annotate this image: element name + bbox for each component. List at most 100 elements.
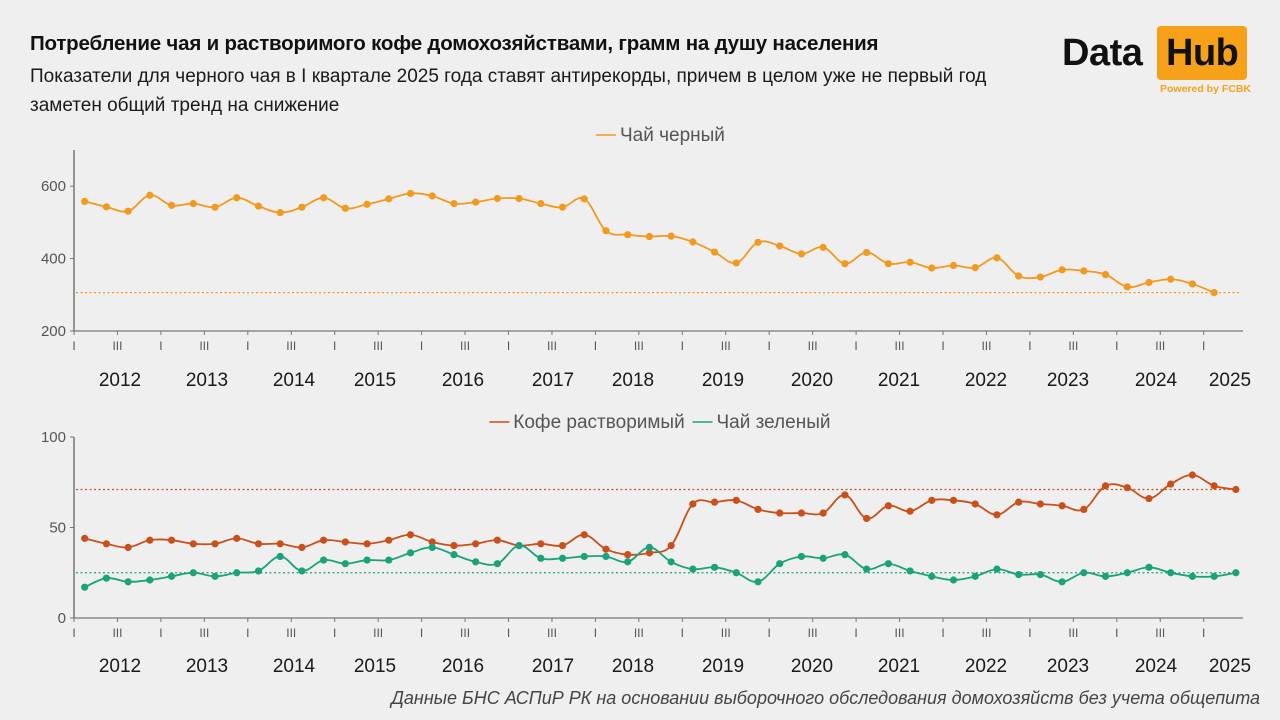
data-point [863,565,871,573]
year-label: 2025 [1209,656,1251,677]
legend: Кофе растворимый Чай зеленый [489,412,830,433]
data-point [928,572,936,580]
quarter-label: III [808,626,818,640]
data-point [1123,484,1131,492]
data-point [928,496,936,504]
year-label: 2014 [273,656,316,677]
data-point [450,199,458,208]
source-note: Данные БНС АСПиР РК на основании выбороч… [391,688,1260,708]
data-point [1232,569,1240,577]
data-point [254,540,263,548]
data-point [667,558,675,566]
year-label: 2015 [354,656,396,677]
data-point [102,540,111,548]
data-point [645,232,654,241]
year-label: 2025 [1209,370,1251,391]
data-point [732,496,740,504]
data-point [428,538,436,546]
data-point [819,554,827,562]
data-point [1015,498,1023,506]
data-point [993,254,1001,262]
data-point [754,505,762,513]
data-point [1101,572,1110,580]
data-point [580,531,588,539]
data-point [385,195,393,203]
quarter-label: III [286,626,296,640]
data-point [102,574,111,582]
data-point [146,576,154,584]
quarter-label: I [1028,339,1031,353]
data-point [1188,471,1197,479]
year-label: 2018 [612,370,654,391]
data-point [819,243,827,251]
y-tick-label: 50 [49,520,66,537]
data-point [863,248,871,257]
data-point [385,556,393,564]
data-point [363,540,371,548]
quarter-label: III [634,339,644,353]
logo-text-hub: Hub [1166,32,1239,74]
data-point [428,543,436,552]
legend-label: Кофе растворимый [513,412,684,433]
data-point [558,203,567,211]
data-point [949,576,958,584]
data-point [1145,563,1153,571]
quarter-label: III [1155,339,1165,353]
data-point [124,543,132,552]
quarter-label: I [420,339,423,353]
quarter-label: I [768,339,771,353]
quarter-label: III [460,626,470,640]
data-point [124,207,132,215]
data-point [254,202,263,210]
data-point [1080,569,1088,577]
data-point [1058,502,1066,510]
year-label: 2014 [273,370,316,391]
quarter-label: I [246,339,249,353]
quarter-label: III [112,339,122,353]
data-point [254,567,263,575]
data-point [710,563,719,571]
data-point [1036,570,1044,579]
data-point [537,540,545,548]
quarter-label: III [634,626,644,640]
data-point [233,569,241,577]
data-point [515,194,523,203]
data-point [602,545,610,553]
datahub-logo: Data Hub Powered by FCBK [1062,26,1252,98]
quarter-label: I [333,626,336,640]
quarter-label: I [941,339,944,353]
data-point [624,231,632,239]
data-point [167,536,176,544]
quarter-label: III [373,339,383,353]
quarter-label: I [1202,626,1205,640]
data-point [710,248,719,256]
data-point [710,498,719,506]
quarter-label: III [199,626,209,640]
data-point [971,500,979,508]
data-point [493,536,501,544]
data-point [993,565,1001,573]
logo-text-data: Data [1062,32,1143,74]
data-point [776,509,784,517]
data-point [689,238,697,246]
data-point [341,538,349,546]
data-point [1058,266,1066,274]
data-point [1188,280,1197,288]
data-point [645,549,654,557]
quarter-label: III [895,626,905,640]
year-label: 2012 [99,656,141,677]
quarter-label: I [594,626,597,640]
data-point [81,534,89,542]
data-point [732,259,740,267]
data-point [1080,267,1088,275]
data-point [320,556,328,564]
quarter-label: I [72,626,75,640]
data-point [1145,494,1153,503]
data-point [1036,500,1044,508]
quarter-label: III [721,339,731,353]
year-label: 2022 [965,370,1007,391]
data-point [320,536,328,544]
series-black_tea [76,189,1240,297]
